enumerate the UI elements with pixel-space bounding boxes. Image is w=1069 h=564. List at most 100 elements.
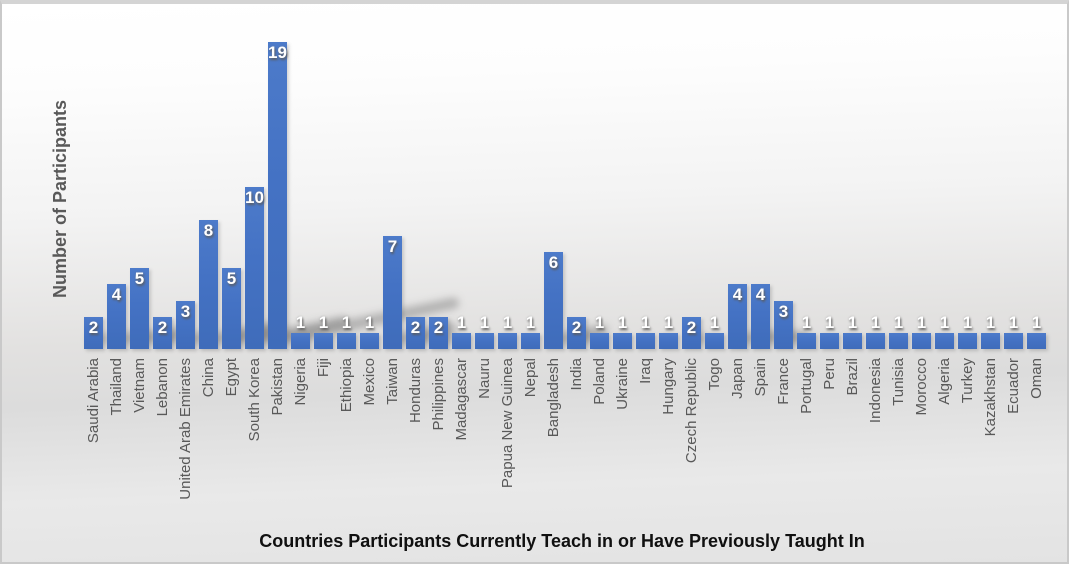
bar[interactable] [981, 333, 1000, 349]
bar[interactable] [452, 333, 471, 349]
x-axis-title: Countries Participants Currently Teach i… [259, 531, 865, 551]
category-label: Taiwan [383, 358, 401, 405]
bar-value-label: 1 [295, 313, 306, 332]
category-label: Pakistan [268, 358, 286, 416]
bar-value-label: 1 [663, 313, 674, 332]
bar-value-label: 2 [433, 318, 444, 337]
category-label: Saudi Arabia [84, 358, 102, 444]
category-label: Ukraine [613, 358, 631, 410]
bar[interactable] [774, 301, 793, 349]
category-label: Brazil [843, 358, 861, 396]
bar[interactable] [659, 333, 678, 349]
bar[interactable] [912, 333, 931, 349]
bar[interactable] [521, 333, 540, 349]
bar-value-label: 1 [709, 313, 720, 332]
category-label: Vietnam [130, 358, 148, 413]
bar-value-label: 1 [525, 313, 536, 332]
bar[interactable] [107, 284, 126, 349]
bar-value-label: 1 [479, 313, 490, 332]
bar[interactable] [1027, 333, 1046, 349]
bar[interactable] [728, 284, 747, 349]
category-label: South Korea [245, 358, 263, 442]
bar[interactable] [498, 333, 517, 349]
bar-value-label: 1 [962, 313, 973, 332]
bar[interactable] [866, 333, 885, 349]
category-label: Czech Republic [682, 358, 700, 464]
bar[interactable] [475, 333, 494, 349]
bar[interactable] [360, 333, 379, 349]
bar-value-label: 2 [88, 318, 99, 337]
bar[interactable] [682, 317, 701, 349]
bar[interactable] [84, 317, 103, 349]
bar[interactable] [705, 333, 724, 349]
bar-value-label: 2 [410, 318, 421, 337]
bar[interactable] [636, 333, 655, 349]
bar-value-label: 1 [985, 313, 996, 332]
bar[interactable] [222, 268, 241, 349]
category-label: Togo [705, 358, 723, 391]
bar-value-label: 1 [364, 313, 375, 332]
bar[interactable] [797, 333, 816, 349]
category-label: United Arab Emirates [176, 358, 194, 500]
bar-value-label: 19 [268, 43, 287, 62]
category-label: Tunisia [889, 358, 907, 406]
bar-value-label: 1 [640, 313, 651, 332]
category-label: Oman [1027, 358, 1045, 399]
bar[interactable] [958, 333, 977, 349]
bar-value-label: 1 [893, 313, 904, 332]
bar-value-label: 1 [617, 313, 628, 332]
bar[interactable] [429, 317, 448, 349]
category-label: Egypt [222, 358, 240, 397]
category-label: Kazakhstan [981, 358, 999, 437]
category-label: France [774, 358, 792, 405]
bar[interactable] [935, 333, 954, 349]
bar-value-label: 5 [226, 269, 237, 288]
bar[interactable] [613, 333, 632, 349]
bar-value-label: 1 [870, 313, 881, 332]
bar[interactable] [199, 220, 218, 349]
bar[interactable] [889, 333, 908, 349]
bar[interactable] [291, 333, 310, 349]
bar-value-label: 1 [847, 313, 858, 332]
category-label: Papua New Guinea [498, 358, 516, 489]
bar[interactable] [130, 268, 149, 349]
bar[interactable] [820, 333, 839, 349]
bar[interactable] [383, 236, 402, 349]
category-label: Peru [820, 358, 838, 390]
bar-value-label: 2 [157, 318, 168, 337]
bar[interactable] [153, 317, 172, 349]
bar[interactable] [245, 187, 264, 349]
bar-value-label: 1 [341, 313, 352, 332]
bar[interactable] [843, 333, 862, 349]
bar-value-label: 1 [1008, 313, 1019, 332]
category-label: Nepal [521, 358, 539, 398]
bar-value-label: 10 [245, 188, 264, 207]
bar-value-label: 4 [755, 285, 766, 304]
bar[interactable] [176, 301, 195, 349]
category-label: Turkey [958, 358, 976, 404]
category-label: Thailand [107, 358, 125, 416]
bar[interactable] [337, 333, 356, 349]
bar[interactable] [590, 333, 609, 349]
bar[interactable] [1004, 333, 1023, 349]
category-label: Lebanon [153, 358, 171, 417]
bar[interactable] [544, 252, 563, 349]
category-label: China [199, 358, 217, 398]
category-label: Algeria [935, 358, 953, 405]
bar[interactable] [751, 284, 770, 349]
category-label: Iraq [636, 358, 654, 384]
bar-value-label: 1 [456, 313, 467, 332]
bar[interactable] [268, 42, 287, 349]
category-label: Mexico [360, 358, 378, 406]
bar[interactable] [567, 317, 586, 349]
bar-value-label: 1 [502, 313, 513, 332]
category-label: Indonesia [866, 358, 884, 424]
y-axis-title: Number of Participants [50, 99, 70, 299]
bar-value-label: 1 [801, 313, 812, 332]
bar[interactable] [314, 333, 333, 349]
category-label: Hungary [659, 358, 677, 415]
bar-value-label: 1 [1031, 313, 1042, 332]
category-label: Ecuador [1004, 358, 1022, 414]
bar[interactable] [406, 317, 425, 349]
